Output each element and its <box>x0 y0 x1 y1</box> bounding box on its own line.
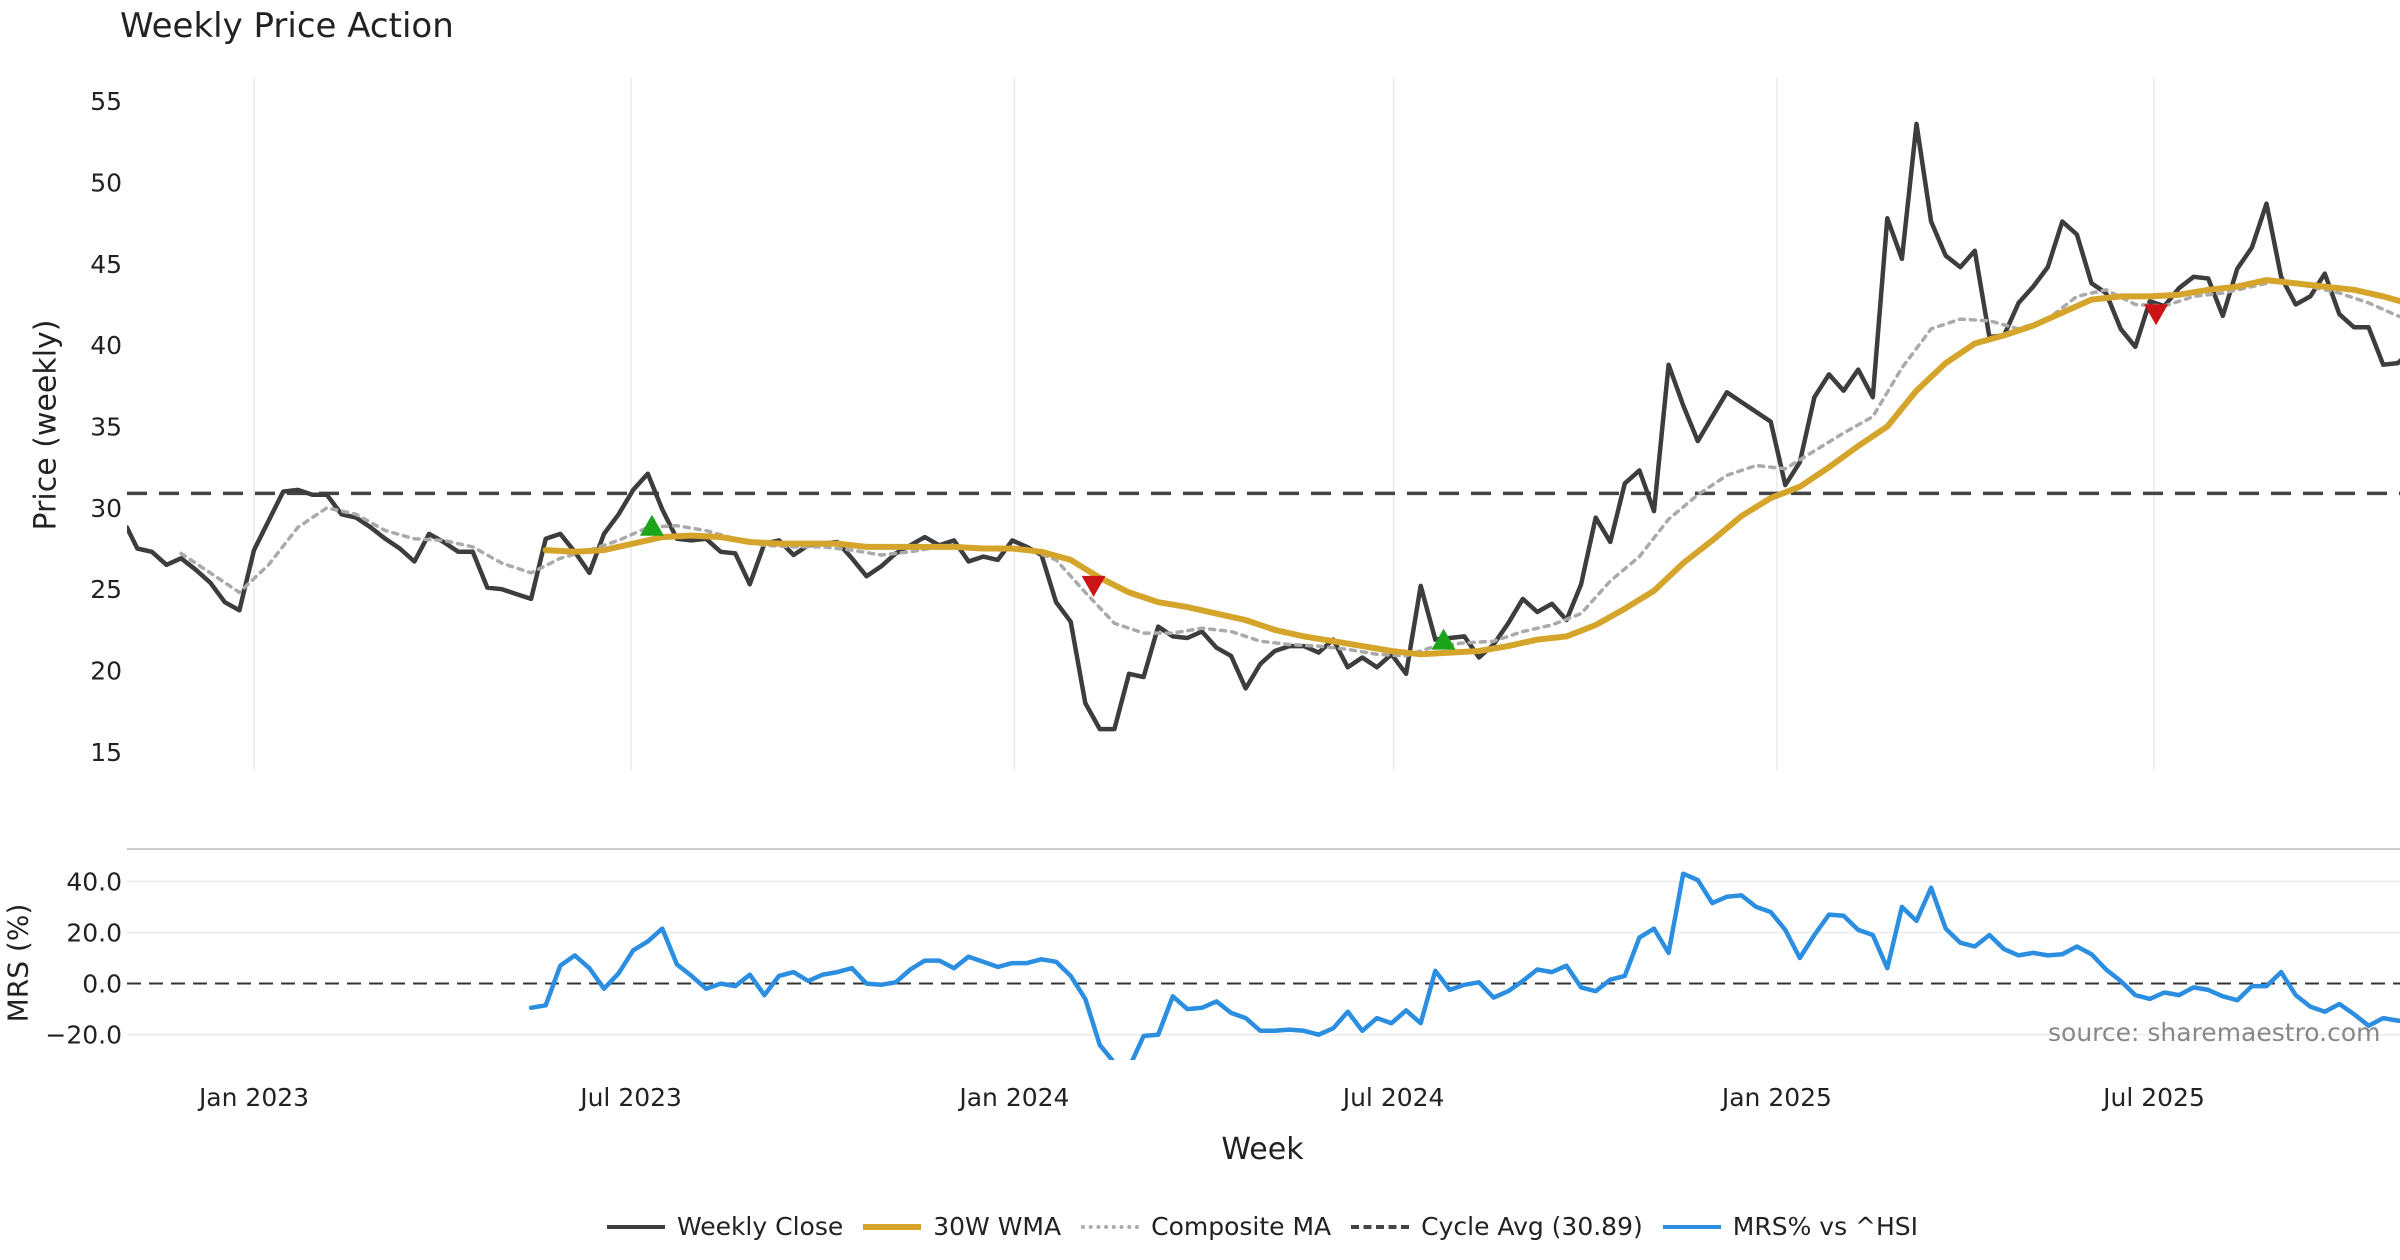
price-grid <box>253 78 2155 770</box>
price-y-ticks: 15 20 25 30 35 40 45 50 55 <box>90 87 122 767</box>
legend-swatch-cycle-avg <box>1351 1224 1410 1229</box>
legend-item-weekly-close: Weekly Close <box>606 1212 844 1241</box>
mrs-y-tick-label: 20.0 <box>66 918 122 947</box>
series-line-mrs <box>528 871 2400 1060</box>
series-layer <box>127 121 2400 732</box>
legend-label-30w-wma: 30W WMA <box>933 1212 1062 1241</box>
legend-label-weekly-close: Weekly Close <box>676 1212 844 1241</box>
buy-signal-marker <box>639 514 664 536</box>
price-y-tick-label: 25 <box>90 575 122 604</box>
legend-item-composite-ma: Composite MA <box>1081 1212 1331 1241</box>
mrs-y-tick-label: −20.0 <box>45 1021 122 1050</box>
series-line-composite <box>179 278 2400 658</box>
x-axis-label: Week <box>1221 1132 1304 1167</box>
chart-title: Weekly Price Action <box>120 6 454 46</box>
price-y-tick-label: 45 <box>90 250 122 279</box>
x-tick-label: Jul 2023 <box>578 1083 682 1112</box>
x-tick-label: Jul 2025 <box>2101 1083 2205 1112</box>
series-line-close <box>127 121 2400 732</box>
legend-item-mrs: MRS% vs ^HSI <box>1662 1212 1919 1241</box>
sell-signal-marker <box>1081 575 1106 597</box>
price-y-axis-label: Price (weekly) <box>28 319 64 531</box>
price-y-tick-label: 40 <box>90 331 122 360</box>
price-y-tick-label: 50 <box>90 168 122 197</box>
price-y-tick-label: 55 <box>90 87 122 116</box>
legend-swatch-mrs <box>1662 1224 1721 1229</box>
price-y-tick-label: 35 <box>90 413 122 442</box>
x-tick-label: Jul 2024 <box>1341 1083 1445 1112</box>
mrs-y-axis-label: MRS (%) <box>1 903 35 1023</box>
mrs-y-tick-label: 0.0 <box>82 970 122 999</box>
x-tick-label: Jan 2024 <box>957 1083 1069 1112</box>
signal-layer <box>639 304 2169 650</box>
legend-swatch-weekly-close <box>606 1224 665 1229</box>
x-tick-label: Jan 2023 <box>197 1083 309 1112</box>
price-y-tick-label: 20 <box>90 657 122 686</box>
x-ticks: Jan 2023 Jul 2023 Jan 2024 Jul 2024 Jan 2025… <box>197 1083 2205 1112</box>
legend-item-cycle-avg: Cycle Avg (30.89) <box>1351 1212 1643 1241</box>
price-y-tick-label: 30 <box>90 494 122 523</box>
series-line-wma <box>542 277 2400 658</box>
legend: Weekly Close 30W WMA Composite MA Cycle … <box>0 1212 2400 1241</box>
mrs-y-ticks: −20.0 0.0 20.0 40.0 <box>45 867 122 1049</box>
legend-label-cycle-avg: Cycle Avg (30.89) <box>1421 1212 1643 1241</box>
legend-swatch-30w-wma <box>863 1223 922 1230</box>
legend-label-mrs: MRS% vs ^HSI <box>1732 1212 1919 1241</box>
source-credit: source: sharemaestro.com <box>2048 1018 2381 1047</box>
legend-item-30w-wma: 30W WMA <box>863 1212 1061 1241</box>
legend-label-composite-ma: Composite MA <box>1151 1212 1332 1241</box>
x-tick-label: Jan 2025 <box>1720 1083 1832 1112</box>
legend-swatch-composite-ma <box>1081 1224 1140 1229</box>
mrs-y-tick-label: 40.0 <box>66 867 122 896</box>
sell-signal-marker <box>2144 304 2169 326</box>
mrs-layer <box>127 871 2400 1060</box>
price-y-tick-label: 15 <box>90 738 122 767</box>
mrs-grid <box>127 880 2400 1036</box>
buy-signal-marker <box>1431 628 1456 650</box>
